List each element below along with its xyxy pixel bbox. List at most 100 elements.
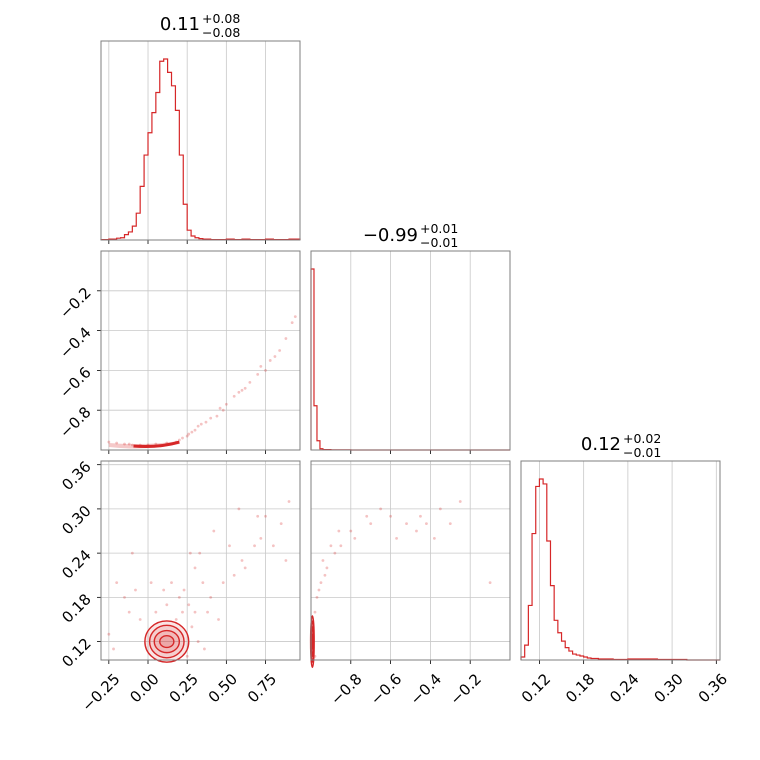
scatter-point	[425, 522, 428, 526]
scatter-point	[232, 394, 236, 398]
y-tick-label-param-1: −0.6	[56, 363, 94, 401]
scatter-point	[203, 647, 206, 651]
scatter-point	[321, 559, 325, 562]
scatter-point	[237, 507, 241, 511]
scatter-point	[165, 603, 169, 607]
y-tick-label-param-2: 0.24	[58, 546, 94, 582]
x-tick-label-param-2: 0.18	[562, 670, 598, 706]
scatter-point	[185, 434, 189, 438]
scatter-point	[187, 432, 191, 436]
scatter-point	[201, 581, 205, 585]
scatter-point	[323, 573, 327, 577]
scatter-point	[287, 500, 291, 503]
scatter-point	[193, 428, 197, 432]
scatter-point	[130, 551, 134, 555]
scatter-point	[369, 522, 373, 526]
scatter-point	[134, 588, 137, 592]
scatter-point	[339, 544, 343, 548]
title-param-2-plus: +0.02	[623, 431, 661, 446]
scatter-point	[115, 581, 119, 585]
histogram-param-2	[520, 478, 720, 661]
scatter-point	[190, 625, 194, 629]
panel-0-0	[108, 41, 266, 244]
scatter-point	[264, 369, 267, 372]
scatter-point	[127, 610, 131, 614]
panel-frame-0-0	[100, 40, 301, 241]
panel-frame-2-2	[520, 460, 721, 661]
panel-frame-2-1	[310, 460, 511, 661]
scatter-point	[221, 581, 225, 585]
panel-frame-1-1	[310, 250, 511, 451]
scatter-point	[365, 514, 369, 518]
panel-frame-2-0	[100, 460, 301, 661]
scatter-point	[448, 522, 452, 526]
scatter-point	[212, 529, 216, 533]
x-tick-label-param-0: −0.25	[78, 670, 123, 715]
scatter-point	[165, 441, 169, 445]
scatter-point	[187, 603, 191, 607]
title-param-0-plus: +0.08	[202, 11, 240, 26]
panel-2-0	[97, 461, 300, 664]
scatter-point	[177, 595, 181, 599]
scatter-point	[112, 647, 115, 651]
density-core-0-1	[133, 440, 180, 449]
x-tick-label-param-0: 0.25	[166, 670, 202, 706]
scatter-point	[149, 581, 153, 585]
scatter-point	[185, 654, 189, 658]
panel-2-2	[539, 461, 717, 664]
scatter-point	[317, 588, 321, 592]
scatter-point	[268, 359, 272, 362]
scatter-point	[196, 424, 200, 428]
scatter-point	[432, 536, 436, 540]
scatter-point	[209, 416, 213, 420]
scatter-point	[218, 406, 222, 410]
scatter-point	[488, 581, 492, 585]
scatter-point	[206, 610, 209, 614]
scatter-point	[240, 559, 244, 562]
scatter-point	[415, 529, 418, 533]
scatter-point	[154, 610, 158, 614]
x-tick-label-param-1: −0.2	[446, 670, 484, 708]
scatter-point	[159, 444, 162, 448]
scatter-point	[395, 536, 398, 540]
scatter-point	[256, 372, 260, 376]
scatter-point	[193, 610, 197, 614]
scatter-point	[162, 588, 166, 592]
scatter-point	[256, 514, 260, 518]
title-param-1-plus: +0.01	[420, 221, 458, 236]
scatter-point	[284, 559, 288, 562]
scatter-point	[228, 544, 231, 548]
x-tick-label-param-0: 0.75	[244, 670, 280, 706]
scatter-point	[271, 544, 275, 548]
scatter-point	[253, 544, 256, 548]
scatter-point	[248, 380, 252, 384]
scatter-point	[138, 618, 142, 621]
scatter-point	[177, 438, 181, 442]
histogram-param-0	[100, 58, 301, 241]
x-tick-label-param-2: 0.12	[518, 670, 554, 706]
scatter-point	[458, 500, 462, 503]
title-param-2: 0.12	[581, 434, 621, 455]
scatter-point	[215, 414, 219, 418]
scatter-point	[174, 440, 178, 444]
scatter-point	[419, 514, 422, 518]
scatter-point	[107, 632, 111, 636]
scatter-point	[232, 573, 236, 577]
scatter-point	[107, 440, 111, 444]
x-tick-label-param-2: 0.24	[606, 670, 642, 706]
scatter-point	[290, 321, 294, 325]
scatter-point	[123, 595, 126, 599]
scatter-point	[237, 390, 241, 394]
scatter-point	[182, 588, 186, 592]
contours-0-2	[144, 620, 190, 663]
scatter-point	[199, 422, 203, 426]
scatter-point	[130, 443, 134, 447]
y-tick-label-param-1: −0.2	[56, 284, 94, 322]
scatter-point	[196, 640, 200, 643]
title-param-0: 0.11	[160, 14, 200, 35]
scatter-point	[259, 536, 263, 540]
y-tick-label-param-2: 0.12	[58, 635, 94, 671]
contour-level-0	[159, 634, 175, 649]
scatter-point	[154, 442, 158, 446]
